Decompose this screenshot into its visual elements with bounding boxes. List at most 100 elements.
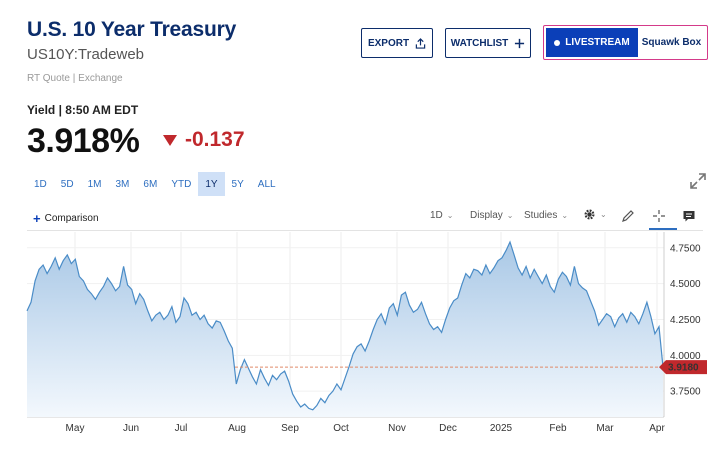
data-point [581, 286, 584, 289]
data-point [456, 297, 459, 300]
chevron-down-icon: ⌄ [561, 211, 569, 220]
interval-select[interactable]: 1D ⌄ [430, 210, 454, 221]
data-point [295, 400, 298, 403]
data-point [174, 321, 177, 324]
data-point [303, 403, 306, 406]
data-point [344, 377, 347, 380]
studies-label: Studies [524, 210, 558, 221]
data-point [480, 274, 483, 277]
data-point [488, 272, 491, 275]
range-button-1y[interactable]: 1Y [198, 172, 225, 196]
data-point [557, 278, 560, 281]
data-point [617, 317, 620, 320]
data-point [448, 307, 451, 310]
data-point [118, 285, 121, 288]
x-tick-label: Nov [388, 423, 406, 434]
data-point [633, 315, 636, 318]
x-tick-label: Jul [175, 423, 188, 434]
data-point [243, 358, 246, 361]
display-select[interactable]: Display ⌄ [470, 210, 514, 221]
data-point [509, 241, 512, 244]
data-point [356, 345, 359, 348]
crosshair-icon[interactable] [652, 209, 666, 223]
data-point [388, 307, 391, 310]
symbol-label: US10Y:Tradeweb [27, 46, 145, 63]
data-point [424, 312, 427, 315]
range-button-5d[interactable]: 5D [60, 178, 74, 190]
data-point [187, 302, 190, 305]
data-point [319, 397, 322, 400]
data-point [577, 282, 580, 285]
plus-icon [515, 38, 525, 48]
export-button[interactable]: EXPORT [361, 28, 433, 58]
range-button-1d[interactable]: 1D [34, 178, 47, 190]
pencil-icon[interactable] [621, 209, 635, 223]
data-point [352, 352, 355, 355]
watchlist-button[interactable]: WATCHLIST [445, 28, 531, 58]
data-point [484, 264, 487, 267]
data-point [476, 269, 479, 272]
data-point [593, 309, 596, 312]
range-button-6m[interactable]: 6M [143, 178, 158, 190]
data-point [416, 308, 419, 311]
y-tick-label: 3.7500 [670, 387, 701, 398]
expand-icon[interactable] [689, 172, 707, 190]
live-controls: LIVESTREAM Squawk Box [543, 25, 708, 60]
data-point [368, 340, 371, 343]
range-button-5y[interactable]: 5Y [231, 178, 244, 190]
data-point [629, 311, 632, 314]
data-point [641, 312, 644, 315]
range-button-1m[interactable]: 1M [87, 178, 102, 190]
chart-area-fill [27, 242, 663, 417]
data-point [46, 272, 49, 275]
data-point [311, 408, 314, 411]
watchlist-label: WATCHLIST [450, 37, 509, 49]
comparison-button[interactable]: + Comparison [33, 211, 99, 226]
data-point [412, 311, 415, 314]
data-point [565, 275, 568, 278]
interval-label: 1D [430, 210, 443, 221]
data-point [472, 268, 475, 271]
data-point [239, 368, 242, 371]
data-point [162, 318, 165, 321]
range-button-all[interactable]: ALL [257, 178, 276, 190]
data-point [183, 297, 186, 300]
x-tick-label: 2025 [490, 423, 513, 434]
last-value-tag-shape [659, 360, 707, 375]
data-point [649, 315, 652, 318]
data-point [42, 264, 45, 267]
data-point [553, 291, 556, 294]
chart-series-line [26, 240, 664, 411]
squawk-box-button[interactable]: Squawk Box [641, 37, 702, 48]
data-point [227, 340, 230, 343]
data-point [517, 266, 520, 269]
data-point [78, 275, 81, 278]
data-point [468, 276, 471, 279]
data-point [158, 311, 161, 314]
gear-icon [584, 209, 595, 220]
data-point [380, 312, 383, 315]
settings-button[interactable]: ⌄ [583, 208, 607, 221]
data-point [219, 321, 222, 324]
x-tick-label: May [66, 423, 85, 434]
data-point [613, 325, 616, 328]
data-point [360, 342, 363, 345]
range-button-3m[interactable]: 3M [115, 178, 130, 190]
data-point [146, 309, 149, 312]
livestream-button[interactable]: LIVESTREAM [546, 28, 638, 57]
data-point [66, 253, 69, 256]
data-point [505, 249, 508, 252]
comment-icon[interactable] [682, 209, 696, 223]
data-point [166, 314, 169, 317]
data-point [545, 274, 548, 277]
studies-select[interactable]: Studies ⌄ [524, 210, 568, 221]
data-point [331, 390, 334, 393]
range-button-ytd[interactable]: YTD [171, 178, 192, 190]
data-point [50, 265, 53, 268]
data-point [440, 331, 443, 334]
data-point [658, 325, 661, 328]
x-tick-label: Jun [123, 423, 139, 434]
data-point [82, 279, 85, 282]
display-label: Display [470, 210, 503, 221]
